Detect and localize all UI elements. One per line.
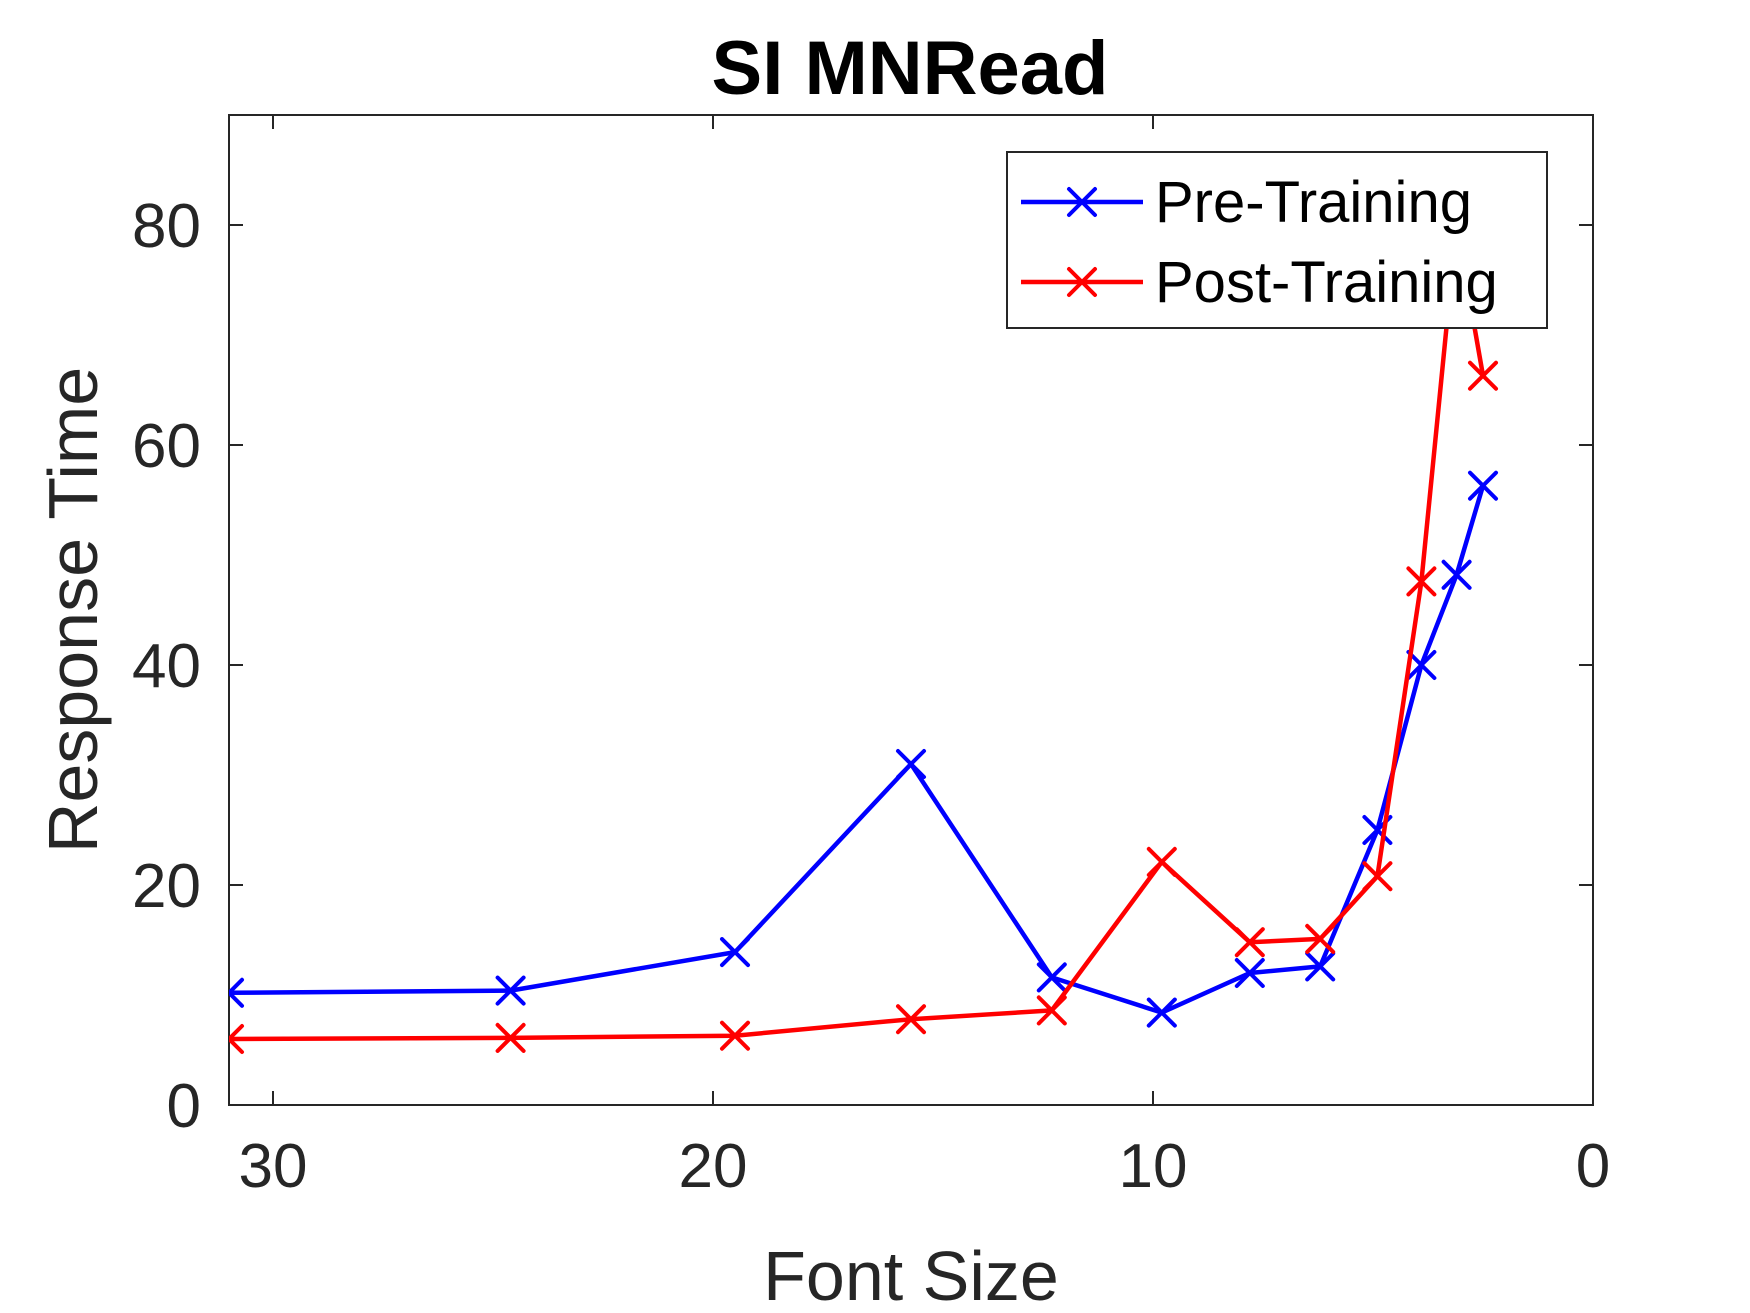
marker-stroke <box>896 1004 926 1035</box>
data-point-pre-training <box>1441 559 1472 590</box>
data-point-pre-training <box>1406 650 1437 680</box>
marker-stroke <box>1146 846 1177 877</box>
marker-stroke <box>495 1022 526 1053</box>
data-point-pre-training <box>720 937 750 968</box>
data-point-pre-training <box>896 749 926 779</box>
y-tick-label: 60 <box>132 412 201 481</box>
series-line-post-training <box>229 222 1486 1042</box>
series-layer <box>229 210 1498 1054</box>
marker-stroke <box>1362 861 1393 892</box>
marker-stroke <box>1234 958 1265 988</box>
marker-stroke <box>1067 187 1097 217</box>
y-axis-label: Response Time <box>34 367 112 853</box>
data-point-pre-training <box>1036 962 1067 993</box>
marker-stroke <box>1146 997 1177 1028</box>
chart-title: SI MNRead <box>712 26 1109 111</box>
y-tick-label: 20 <box>132 852 201 921</box>
plot-area-border <box>228 114 1594 1106</box>
legend-box <box>1006 151 1548 329</box>
marker-stroke <box>1406 650 1437 680</box>
data-point-post-training <box>1234 927 1265 958</box>
marker-stroke <box>1468 470 1498 501</box>
marker-stroke <box>1468 360 1498 391</box>
marker-stroke <box>229 1036 244 1054</box>
x-axis-label: Font Size <box>763 1237 1059 1313</box>
data-point-pre-training <box>1305 951 1336 982</box>
data-point-post-training <box>1362 861 1393 892</box>
data-point-pre-training <box>1468 470 1498 501</box>
axes-frame <box>228 114 1594 1106</box>
y-tick-label: 80 <box>132 192 201 261</box>
data-point-post-training <box>1146 846 1177 877</box>
y-tick-label: 0 <box>167 1072 201 1141</box>
marker-stroke <box>720 937 750 968</box>
x-tick-label: 10 <box>1119 1132 1188 1201</box>
legend-item-post-training: Post-Training <box>1021 250 1498 315</box>
series-post-training <box>229 210 1498 1054</box>
legend-label: Pre-Training <box>1155 170 1472 235</box>
y-axis-ticks: 0 20 40 60 80 <box>132 192 1593 1141</box>
marker-stroke <box>229 1024 244 1042</box>
data-point-post-training <box>229 1024 244 1054</box>
x-tick-label: 30 <box>239 1132 308 1201</box>
series-pre-training <box>229 470 1498 1028</box>
data-point-pre-training <box>495 975 526 1006</box>
data-point-post-training <box>720 1020 750 1051</box>
marker-stroke <box>896 749 926 779</box>
marker-stroke <box>1305 951 1336 982</box>
marker-stroke <box>229 989 244 1008</box>
data-point-pre-training <box>229 977 244 1008</box>
data-point-post-training <box>1036 995 1067 1026</box>
data-point-post-training <box>495 1022 526 1053</box>
data-point-pre-training <box>1234 958 1265 988</box>
legend-marker <box>1067 267 1097 297</box>
data-point-post-training <box>1305 923 1336 954</box>
marker-stroke <box>1441 559 1472 590</box>
marker-stroke <box>1067 267 1097 297</box>
x-axis-ticks: 30 20 10 0 <box>239 115 1610 1201</box>
series-line-pre-training <box>229 485 1486 1015</box>
marker-stroke <box>1234 927 1265 958</box>
legend-item-pre-training: Pre-Training <box>1021 170 1472 235</box>
data-point-post-training <box>1406 566 1437 597</box>
x-tick-label: 20 <box>679 1132 748 1201</box>
data-point-post-training <box>896 1004 926 1035</box>
legend-marker <box>1067 187 1097 217</box>
marker-stroke <box>1406 566 1437 597</box>
data-point-post-training <box>1468 360 1498 391</box>
marker-stroke <box>720 1020 750 1051</box>
marker-stroke <box>1036 995 1067 1026</box>
legend-label: Post-Training <box>1155 250 1498 315</box>
marker-stroke <box>1305 923 1336 954</box>
marker-stroke <box>495 975 526 1006</box>
y-tick-label: 40 <box>132 632 201 701</box>
data-point-pre-training <box>1146 997 1177 1028</box>
marker-stroke <box>1036 962 1067 993</box>
legend: Pre-Training Post-Training <box>1006 151 1548 329</box>
x-tick-label: 0 <box>1576 1132 1610 1201</box>
marker-stroke <box>229 977 244 996</box>
